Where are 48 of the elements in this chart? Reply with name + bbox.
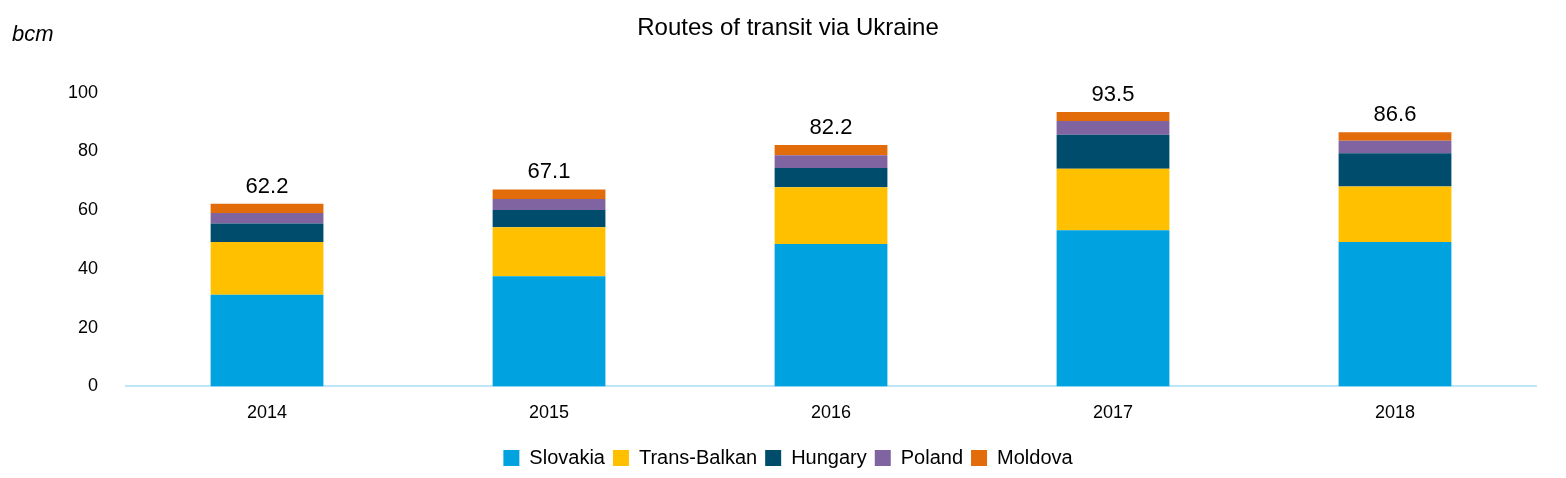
x-tick-label: 2015	[529, 402, 570, 423]
bar	[774, 155, 888, 168]
bar	[1338, 132, 1452, 141]
bar	[1338, 241, 1452, 387]
bar	[492, 276, 606, 387]
legend-label: Trans-Balkan	[638, 445, 758, 468]
bar	[1338, 140, 1452, 154]
bar	[1338, 153, 1452, 187]
bar	[492, 209, 606, 228]
bar	[210, 203, 324, 213]
bar	[492, 227, 606, 277]
x-tick-label: 2017	[1092, 402, 1134, 423]
x-tick-label: 2014	[247, 402, 288, 423]
bar	[774, 145, 888, 156]
y-tick-label: 40	[78, 257, 99, 278]
y-tick-label: 80	[78, 140, 99, 161]
bar	[774, 167, 888, 188]
bar	[210, 241, 324, 295]
bar	[210, 212, 324, 224]
total-label: 67.1	[527, 158, 571, 184]
x-tick-label: 2018	[1374, 402, 1416, 423]
total-label: 62.2	[245, 172, 289, 198]
bar	[492, 189, 606, 200]
bar	[1338, 186, 1452, 242]
legend-label: Moldova	[997, 445, 1074, 468]
total-label: 93.5	[1091, 80, 1135, 106]
bar	[1056, 120, 1170, 135]
chart-title: Routes of transit via Ukraine	[637, 13, 939, 41]
legend-label: Hungary	[791, 445, 867, 468]
x-tick-label: 2016	[810, 402, 852, 423]
bar	[492, 199, 606, 210]
bar	[1056, 230, 1170, 387]
bar	[774, 187, 888, 244]
total-label: 86.6	[1373, 101, 1417, 127]
y-tick-label: 100	[67, 81, 99, 102]
bar	[210, 294, 324, 387]
bar	[1056, 168, 1170, 231]
legend-label: Slovakia	[529, 445, 606, 468]
y-tick-label: 60	[78, 199, 99, 220]
y-axis-title: bcm	[12, 21, 54, 47]
total-label: 82.2	[809, 114, 853, 140]
y-tick-label: 20	[78, 316, 99, 337]
bar	[210, 223, 324, 242]
bar	[774, 244, 888, 387]
bar	[1056, 111, 1170, 121]
y-tick-label: 0	[88, 375, 99, 396]
legend-label: Poland	[900, 445, 964, 468]
bar	[1056, 134, 1170, 169]
